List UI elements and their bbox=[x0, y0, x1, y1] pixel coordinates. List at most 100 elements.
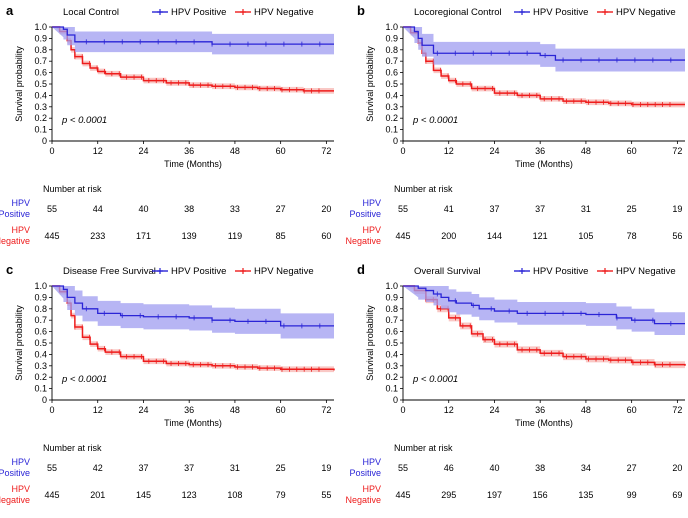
legend-positive-label: HPV Positive bbox=[533, 7, 588, 18]
legend-negative-marker bbox=[602, 9, 608, 15]
y-tick-label: 0.5 bbox=[34, 338, 47, 348]
x-tick-label: 60 bbox=[627, 146, 637, 156]
x-tick-label: 60 bbox=[276, 405, 286, 415]
risk-positive-count: 40 bbox=[489, 463, 499, 473]
y-tick-label: 0 bbox=[42, 395, 47, 405]
panel-title: Disease Free Survival bbox=[63, 266, 156, 277]
risk-positive-label-line1: HPV bbox=[11, 457, 30, 467]
risk-negative-label-line2: Negative bbox=[345, 495, 381, 505]
panel-label: a bbox=[6, 3, 14, 18]
legend-positive-marker bbox=[157, 9, 163, 15]
risk-negative-label-line1: HPV bbox=[362, 225, 381, 235]
risk-positive-label-line2: Positive bbox=[349, 468, 381, 478]
y-tick-label: 0.6 bbox=[34, 327, 47, 337]
risk-positive-label-line1: HPV bbox=[362, 198, 381, 208]
risk-negative-label-line1: HPV bbox=[11, 225, 30, 235]
positive-survival-curve bbox=[403, 285, 685, 325]
risk-negative-count: 144 bbox=[487, 231, 502, 241]
y-axis-label: Survival probability bbox=[14, 305, 24, 381]
x-tick-label: 48 bbox=[230, 405, 240, 415]
y-tick-label: 0.9 bbox=[385, 33, 398, 43]
x-tick-label: 0 bbox=[400, 405, 405, 415]
y-tick-label: 0.1 bbox=[385, 384, 398, 394]
x-axis-label: Time (Months) bbox=[515, 418, 573, 428]
risk-negative-count: 145 bbox=[136, 490, 151, 500]
p-value: p < 0.0001 bbox=[412, 115, 458, 126]
risk-positive-label-line1: HPV bbox=[362, 457, 381, 467]
y-tick-label: 0.1 bbox=[34, 384, 47, 394]
negative-ci-band bbox=[403, 27, 685, 108]
positive-survival-curve bbox=[52, 285, 334, 327]
y-tick-label: 0 bbox=[393, 136, 398, 146]
panel-d: d Overall Survival HPV Positive HPV Negativ… bbox=[345, 262, 686, 505]
y-tick-label: 0.9 bbox=[385, 292, 398, 302]
risk-negative-label-line1: HPV bbox=[362, 484, 381, 494]
legend-negative-marker bbox=[240, 268, 246, 274]
risk-table-title: Number at risk bbox=[43, 443, 102, 453]
x-tick-label: 12 bbox=[93, 405, 103, 415]
y-tick-label: 0.3 bbox=[385, 102, 398, 112]
y-tick-label: 0.2 bbox=[34, 113, 47, 123]
risk-positive-label-line1: HPV bbox=[11, 198, 30, 208]
y-tick-label: 0.5 bbox=[385, 79, 398, 89]
risk-positive-count: 27 bbox=[627, 463, 637, 473]
risk-table-title: Number at risk bbox=[43, 184, 102, 194]
risk-table-title: Number at risk bbox=[394, 184, 453, 194]
legend-negative-label: HPV Negative bbox=[254, 7, 314, 18]
risk-positive-count: 25 bbox=[276, 463, 286, 473]
x-tick-label: 0 bbox=[49, 146, 54, 156]
risk-negative-count: 445 bbox=[395, 231, 410, 241]
legend-positive-marker bbox=[519, 9, 525, 15]
risk-positive-count: 19 bbox=[672, 204, 682, 214]
risk-negative-count: 171 bbox=[136, 231, 151, 241]
risk-positive-label-line2: Positive bbox=[0, 468, 30, 478]
x-tick-label: 36 bbox=[184, 405, 194, 415]
y-tick-label: 0.1 bbox=[385, 125, 398, 135]
y-tick-label: 0 bbox=[393, 395, 398, 405]
panel-label: c bbox=[6, 262, 13, 277]
y-tick-label: 0.8 bbox=[385, 45, 398, 55]
x-tick-label: 24 bbox=[489, 146, 499, 156]
y-tick-label: 0.8 bbox=[34, 304, 47, 314]
positive-ci-band bbox=[52, 286, 334, 339]
risk-negative-count: 121 bbox=[533, 231, 548, 241]
risk-negative-count: 445 bbox=[44, 231, 59, 241]
y-tick-label: 0.4 bbox=[385, 349, 398, 359]
y-tick-label: 0.9 bbox=[34, 33, 47, 43]
risk-negative-count: 200 bbox=[441, 231, 456, 241]
y-tick-label: 0.8 bbox=[34, 45, 47, 55]
positive-survival-curve bbox=[403, 26, 685, 61]
risk-negative-label-line2: Negative bbox=[0, 236, 30, 246]
risk-positive-count: 19 bbox=[321, 463, 331, 473]
y-tick-label: 0.7 bbox=[385, 315, 398, 325]
risk-negative-count: 295 bbox=[441, 490, 456, 500]
risk-positive-count: 46 bbox=[444, 463, 454, 473]
y-tick-label: 0.6 bbox=[385, 68, 398, 78]
panel-b: b Locoregional Control HPV Positive HPV Neg… bbox=[345, 3, 685, 246]
risk-positive-count: 55 bbox=[398, 463, 408, 473]
risk-negative-count: 60 bbox=[321, 231, 331, 241]
y-tick-label: 1.0 bbox=[34, 281, 47, 291]
y-tick-label: 0.4 bbox=[34, 90, 47, 100]
x-tick-label: 12 bbox=[93, 146, 103, 156]
panel-title: Local Control bbox=[63, 7, 119, 18]
x-tick-label: 72 bbox=[321, 146, 331, 156]
risk-positive-count: 20 bbox=[672, 463, 682, 473]
risk-negative-count: 55 bbox=[321, 490, 331, 500]
risk-positive-count: 31 bbox=[230, 463, 240, 473]
risk-positive-count: 55 bbox=[47, 463, 57, 473]
risk-negative-count: 445 bbox=[395, 490, 410, 500]
risk-positive-count: 55 bbox=[47, 204, 57, 214]
panel-a: a Local Control HPV Positive HPV Negative00… bbox=[0, 3, 334, 246]
y-tick-label: 0.2 bbox=[34, 372, 47, 382]
risk-negative-count: 233 bbox=[90, 231, 105, 241]
y-tick-label: 0.5 bbox=[34, 79, 47, 89]
risk-positive-count: 37 bbox=[184, 463, 194, 473]
risk-negative-count: 156 bbox=[533, 490, 548, 500]
negative-survival-curve bbox=[52, 26, 334, 92]
panel-title: Overall Survival bbox=[414, 266, 481, 277]
x-tick-label: 24 bbox=[138, 405, 148, 415]
y-axis-label: Survival probability bbox=[14, 46, 24, 122]
y-tick-label: 0.2 bbox=[385, 113, 398, 123]
